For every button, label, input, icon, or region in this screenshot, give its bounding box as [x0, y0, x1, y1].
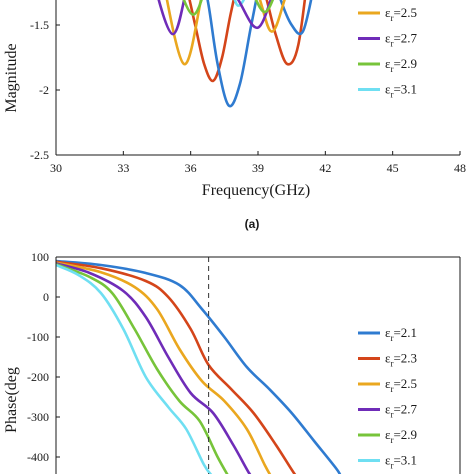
series-line: [56, 262, 229, 474]
chart-a: Magnitude -2.5 -2 -1.5 30 33 36 39 42 45 48 Freq…: [3, 0, 466, 231]
series-line: [206, 0, 313, 108]
series-line: [233, 0, 246, 7]
series-line: [56, 261, 272, 474]
legend-b: εr=2.1 εr=2.3 εr=2.5 εr=2.7 εr=2.9 εr=3.1: [358, 325, 418, 471]
y-tick-label: -1.5: [30, 18, 49, 32]
legend-a: εr=2.5 εr=2.7 εr=2.9 εr=3.1: [358, 5, 418, 100]
y-tick-label: -100: [27, 330, 49, 344]
legend-label: εr=2.5: [385, 5, 417, 23]
y-tick-label: 0: [43, 290, 49, 304]
y-tick-label: -2: [39, 83, 49, 97]
series-line: [157, 0, 273, 36]
legend-label: εr=2.7: [385, 402, 418, 420]
series-line: [165, 0, 286, 66]
y-tick-label: -400: [27, 450, 49, 464]
y-axis-label-a: Magnitude: [3, 43, 20, 112]
x-tick-label: 36: [185, 161, 197, 175]
x-tick-label: 33: [117, 161, 129, 175]
legend-label: εr=2.7: [385, 31, 418, 49]
series-line: [56, 259, 342, 474]
y-tick-label: -300: [27, 410, 49, 424]
y-axis-label-b: Phase(deg: [3, 367, 20, 433]
x-tick-label: 48: [454, 161, 466, 175]
legend-label: εr=3.1: [385, 82, 417, 100]
legend-label: εr=2.5: [385, 376, 417, 394]
legend-label: εr=3.1: [385, 453, 417, 471]
y-tick-label: -200: [27, 370, 49, 384]
x-tick-label: 39: [252, 161, 264, 175]
y-ticks-b: -400 -300 -200 -100 0 100: [27, 250, 60, 464]
x-tick-label: 42: [319, 161, 331, 175]
legend-label: εr=2.1: [385, 325, 417, 343]
series-lines-a: [157, 0, 313, 108]
y-ticks-a: -2.5 -2 -1.5: [30, 18, 60, 162]
x-axis-label-a: Frequency(GHz): [202, 182, 310, 199]
legend-label: εr=2.3: [385, 351, 417, 369]
panel-label-a: (a): [245, 217, 260, 231]
series-line: [56, 260, 297, 474]
x-ticks-a: 30 33 36 39 42 45 48: [50, 151, 466, 175]
y-tick-label: 100: [31, 250, 49, 264]
legend-label: εr=2.9: [385, 427, 417, 445]
x-tick-label: 45: [387, 161, 399, 175]
y-tick-label: -2.5: [30, 148, 49, 162]
legend-label: εr=2.9: [385, 56, 417, 74]
series-lines-b: [56, 259, 342, 474]
x-tick-label: 30: [50, 161, 62, 175]
series-line: [56, 263, 213, 474]
series-line: [182, 0, 275, 16]
series-line: [56, 262, 252, 474]
